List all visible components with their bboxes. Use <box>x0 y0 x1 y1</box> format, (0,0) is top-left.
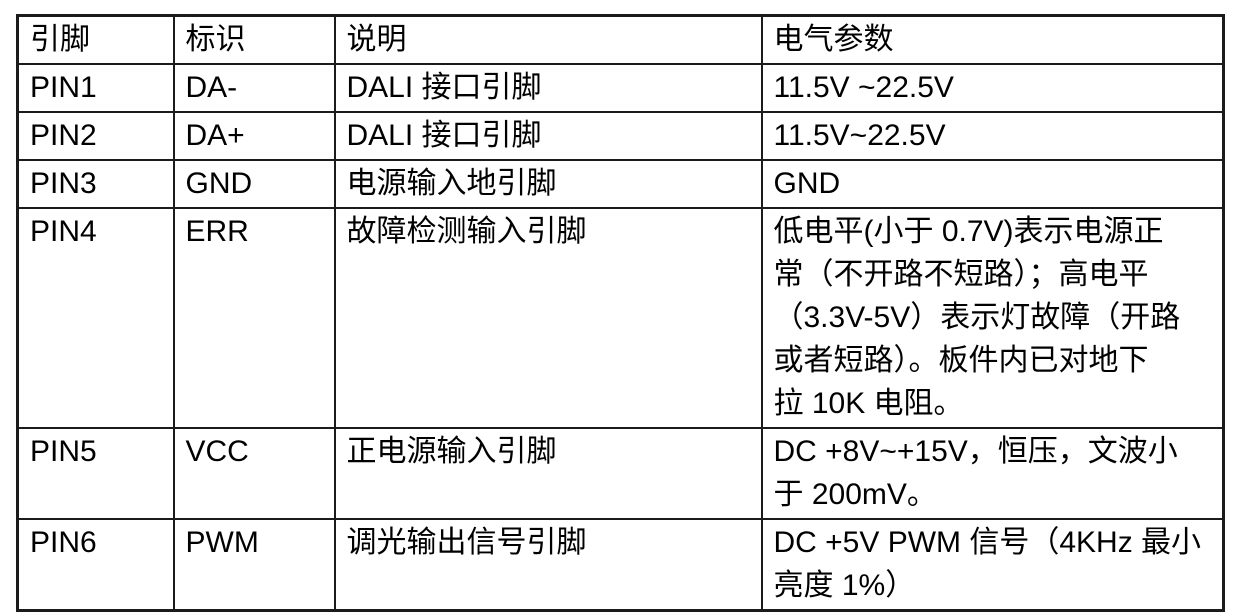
pin-cell: PIN2 <box>16 111 175 161</box>
params-cell: 11.5V~22.5V <box>760 111 1225 161</box>
pin-cell: PIN6 <box>16 518 175 612</box>
table-row: PIN5 VCC 正电源输入引脚 DC +8V~+15V，恒压，文波小 于 20… <box>16 427 1225 520</box>
description-cell: 调光输出信号引脚 <box>333 518 763 612</box>
column-header-description: 说明 <box>333 14 763 65</box>
table-row: PIN4 ERR 故障检测输入引脚 低电平(小于 0.7V)表示电源正 常（不开… <box>16 207 1225 429</box>
pin-definition-table: 引脚 标识 说明 电气参数 PIN1 DA- DALI 接口引脚 11.5V ~… <box>16 14 1225 612</box>
description-cell: DALI 接口引脚 <box>333 63 763 113</box>
pin-cell: PIN4 <box>16 207 175 429</box>
id-cell: VCC <box>172 427 336 520</box>
column-header-electrical-params: 电气参数 <box>760 14 1225 65</box>
description-cell: 故障检测输入引脚 <box>333 207 763 429</box>
pin-cell: PIN1 <box>16 63 175 113</box>
id-cell: GND <box>172 159 336 209</box>
description-cell: 正电源输入引脚 <box>333 427 763 520</box>
description-cell: 电源输入地引脚 <box>333 159 763 209</box>
table-row: PIN6 PWM 调光输出信号引脚 DC +5V PWM 信号（4KHz 最小 … <box>16 518 1225 612</box>
params-cell: GND <box>760 159 1225 209</box>
id-cell: PWM <box>172 518 336 612</box>
header-row: 引脚 标识 说明 电气参数 <box>16 14 1225 65</box>
table-row: PIN2 DA+ DALI 接口引脚 11.5V~22.5V <box>16 111 1225 161</box>
params-cell: DC +5V PWM 信号（4KHz 最小 亮度 1%） <box>760 518 1225 612</box>
table-row: PIN3 GND 电源输入地引脚 GND <box>16 159 1225 209</box>
params-cell: 11.5V ~22.5V <box>760 63 1225 113</box>
id-cell: DA- <box>172 63 336 113</box>
table-row: PIN1 DA- DALI 接口引脚 11.5V ~22.5V <box>16 63 1225 113</box>
column-header-pin: 引脚 <box>16 14 175 65</box>
params-cell: DC +8V~+15V，恒压，文波小 于 200mV。 <box>760 427 1225 520</box>
id-cell: ERR <box>172 207 336 429</box>
column-header-id: 标识 <box>172 14 336 65</box>
id-cell: DA+ <box>172 111 336 161</box>
params-cell: 低电平(小于 0.7V)表示电源正 常（不开路不短路）；高电平 （3.3V-5V… <box>760 207 1225 429</box>
description-cell: DALI 接口引脚 <box>333 111 763 161</box>
pin-cell: PIN3 <box>16 159 175 209</box>
pin-cell: PIN5 <box>16 427 175 520</box>
